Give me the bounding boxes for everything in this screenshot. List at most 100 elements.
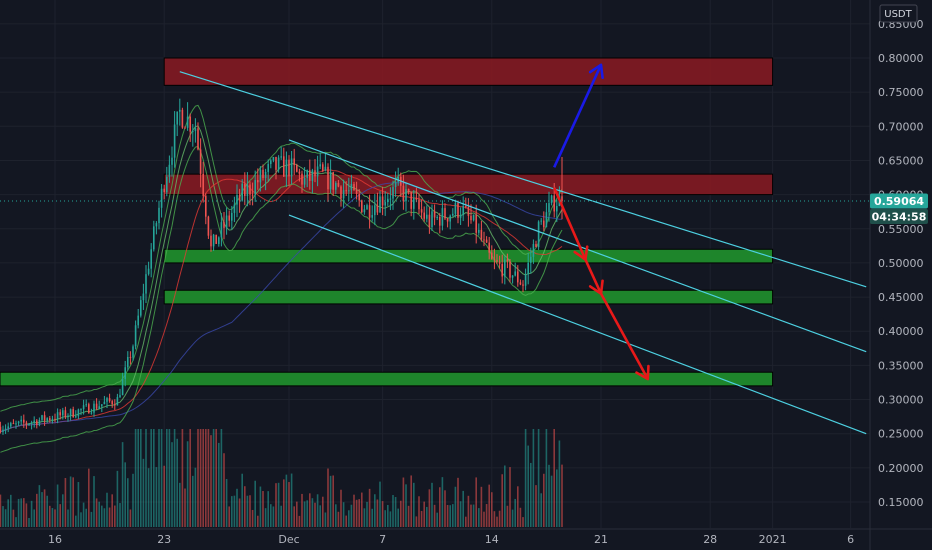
price-axis[interactable]: 0.15000 0.20000 0.25000 0.30000 0.35000 0.400… bbox=[869, 0, 924, 550]
candle-body bbox=[425, 214, 428, 219]
y-tick-label: 0.35000 bbox=[878, 359, 924, 372]
volume-bar bbox=[360, 492, 363, 527]
volume-bar bbox=[137, 429, 140, 527]
volume-bar bbox=[324, 512, 327, 527]
volume-bar bbox=[25, 503, 28, 527]
volume-bar bbox=[171, 442, 173, 527]
volume-bar bbox=[189, 429, 192, 527]
volume-bar bbox=[103, 508, 106, 527]
candle-body bbox=[238, 195, 241, 201]
volume-bar bbox=[506, 505, 509, 527]
y-tick-label: 0.75000 bbox=[878, 86, 924, 99]
volume-bar bbox=[165, 429, 168, 527]
candle-body bbox=[467, 207, 470, 216]
candle-body bbox=[329, 172, 332, 190]
candle-body bbox=[12, 423, 15, 425]
volume-bar bbox=[399, 500, 402, 527]
candle-body bbox=[353, 184, 355, 190]
candle-body bbox=[446, 218, 449, 222]
volume-bar bbox=[454, 486, 457, 527]
volume-bar bbox=[194, 467, 197, 527]
volume-bar bbox=[28, 517, 30, 527]
volume-bar bbox=[246, 495, 249, 527]
candle-body bbox=[171, 157, 173, 165]
volume-bar bbox=[249, 495, 251, 527]
volume-bar bbox=[184, 488, 186, 527]
price-zones bbox=[0, 57, 774, 387]
volume-bar bbox=[363, 508, 366, 527]
volume-bar bbox=[158, 429, 160, 527]
volume-bar bbox=[126, 478, 129, 527]
volume-bar bbox=[124, 462, 127, 527]
candle-body bbox=[121, 378, 124, 396]
current-price-tag: 0.59064 bbox=[870, 193, 928, 209]
candle-body bbox=[197, 128, 199, 150]
volume-bar bbox=[334, 504, 337, 527]
volume-bar bbox=[449, 505, 452, 527]
time-axis[interactable]: 16 23 Dec 7 14 21 28 2021 6 bbox=[0, 528, 932, 546]
support-zone bbox=[163, 248, 774, 264]
volume-bar bbox=[475, 477, 478, 527]
volume-bar bbox=[355, 499, 358, 527]
volume-bar bbox=[379, 481, 381, 527]
candle-body bbox=[431, 211, 433, 228]
candle-body bbox=[285, 159, 288, 177]
volume-bar bbox=[423, 501, 426, 527]
candle-body bbox=[264, 171, 267, 178]
currency-badge[interactable]: USDT bbox=[879, 4, 918, 23]
volume-bar bbox=[202, 429, 205, 527]
candle-body bbox=[7, 426, 10, 429]
candle-body bbox=[501, 263, 504, 277]
bearish-arrow bbox=[553, 187, 587, 261]
candle-body bbox=[41, 415, 43, 420]
candle-body bbox=[516, 271, 519, 283]
volume-bar bbox=[514, 498, 517, 527]
candle-body bbox=[454, 203, 457, 214]
volume-bar bbox=[197, 429, 199, 527]
candle-body bbox=[420, 209, 423, 213]
volume-bar bbox=[64, 478, 67, 527]
volume-bar bbox=[337, 511, 340, 527]
volume-bar bbox=[121, 442, 124, 527]
volume-bar bbox=[376, 499, 379, 527]
volume-bar bbox=[95, 498, 98, 527]
candle-body bbox=[433, 211, 436, 218]
volume-bar bbox=[17, 498, 20, 527]
candle-body bbox=[134, 325, 137, 347]
volume-bar bbox=[38, 485, 41, 527]
volume-bar bbox=[441, 477, 444, 527]
candle-body bbox=[4, 428, 7, 430]
candle-body bbox=[132, 346, 134, 358]
candle-body bbox=[254, 180, 257, 195]
volume-bar bbox=[311, 498, 314, 527]
channel-line bbox=[288, 139, 867, 353]
candle-body bbox=[246, 184, 249, 196]
volume-bar bbox=[256, 515, 259, 527]
volume-bar bbox=[490, 492, 493, 527]
candle-body bbox=[405, 189, 407, 202]
volume-bar bbox=[212, 429, 215, 527]
candle-body bbox=[490, 252, 493, 260]
volume-bar bbox=[459, 501, 462, 527]
candle-body bbox=[30, 422, 33, 425]
candle-body bbox=[9, 423, 12, 427]
candle-body bbox=[67, 415, 69, 417]
candle-body bbox=[15, 423, 17, 425]
volume-bar bbox=[199, 429, 202, 527]
volume-bar bbox=[420, 510, 423, 527]
candle-body bbox=[126, 356, 129, 368]
volume-bar bbox=[545, 429, 548, 527]
volume-bar bbox=[347, 510, 350, 527]
candle-body bbox=[228, 215, 231, 221]
volume-bar bbox=[54, 509, 56, 527]
volume-bar bbox=[163, 465, 166, 527]
candle-body bbox=[230, 212, 233, 221]
candle-body bbox=[233, 204, 236, 213]
candle-body bbox=[290, 158, 293, 177]
volume-bar bbox=[176, 438, 179, 527]
candle-body bbox=[173, 124, 176, 158]
candle-body bbox=[470, 215, 472, 221]
candle-body bbox=[189, 116, 192, 132]
candle-body bbox=[493, 259, 496, 261]
